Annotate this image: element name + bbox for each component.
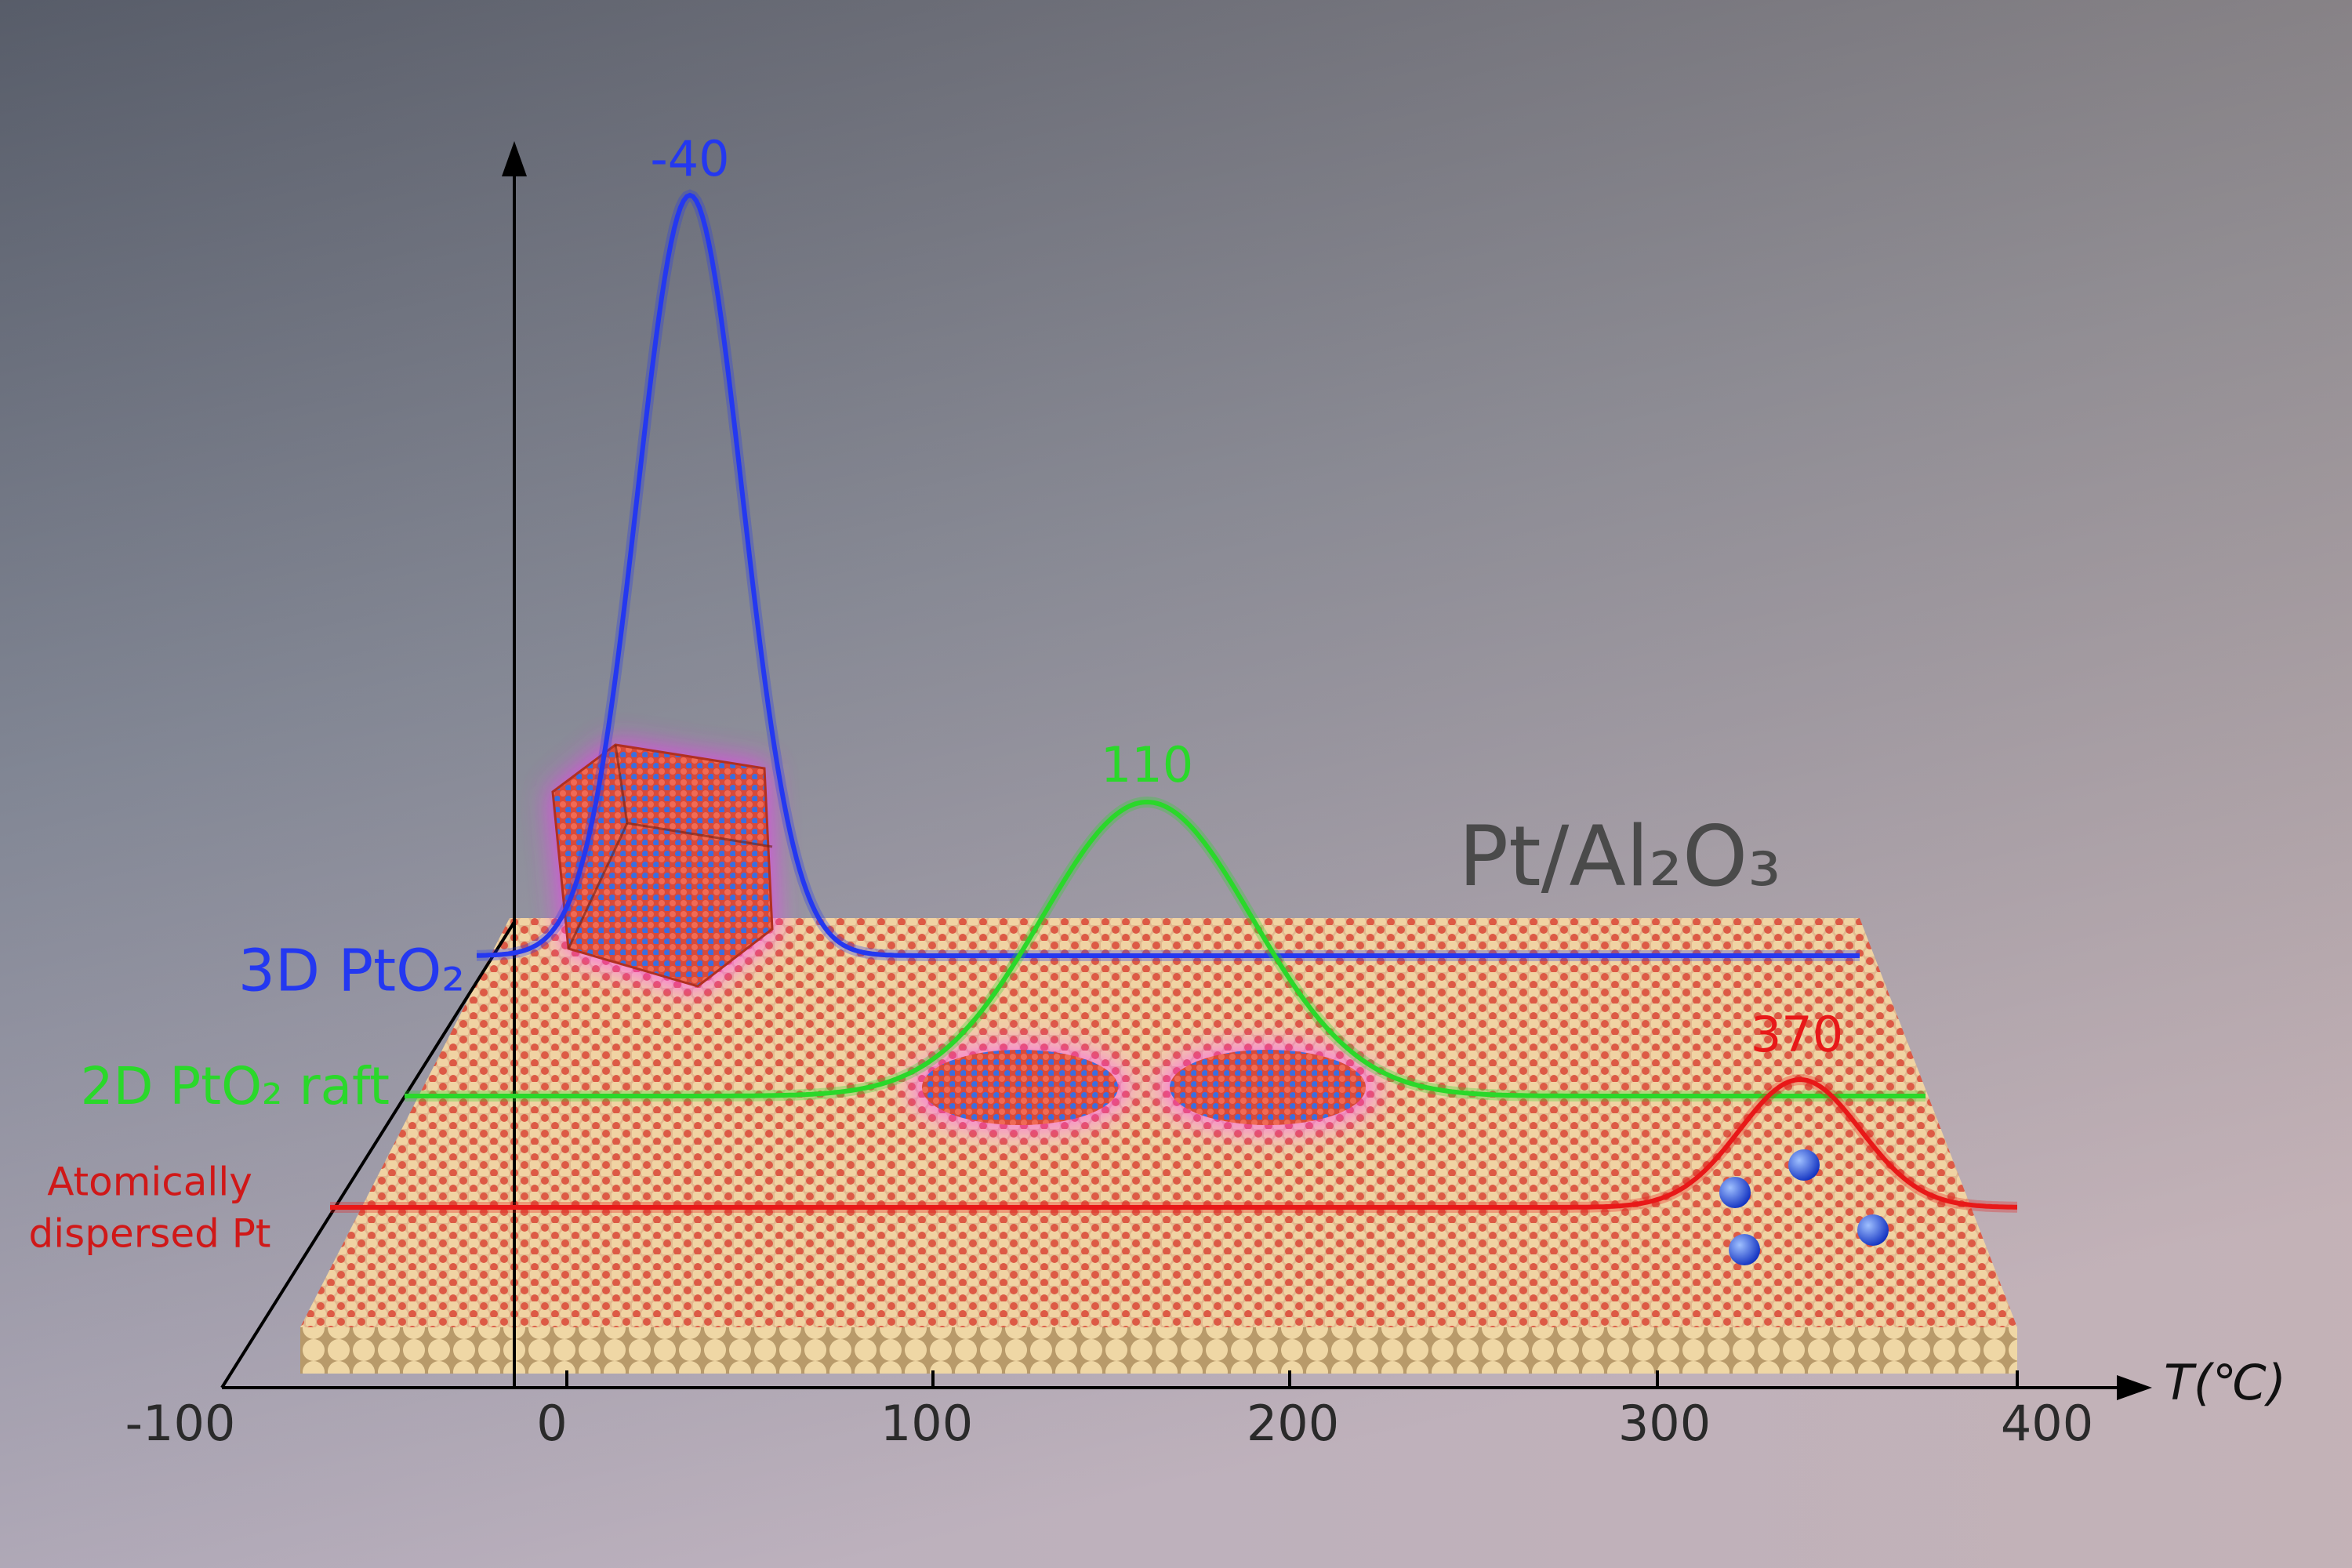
material-label: Pt/Al₂O₃ xyxy=(1458,808,1781,905)
series-label: dispersed Pt xyxy=(29,1211,271,1257)
x-tick-label: 100 xyxy=(880,1395,973,1452)
x-tick-label: 200 xyxy=(1247,1395,1339,1452)
x-axis-arrow xyxy=(2117,1375,2152,1400)
depth-axis xyxy=(220,920,516,1389)
slab-side xyxy=(300,1327,2017,1374)
x-tick-label: 0 xyxy=(536,1395,567,1452)
curve xyxy=(405,799,1926,1098)
slab-surface xyxy=(300,918,2017,1327)
series-label: Atomically xyxy=(47,1160,252,1205)
x-tick-label: -100 xyxy=(125,1395,236,1452)
series-label: 2D PtO₂ raft xyxy=(81,1056,390,1116)
single-atoms xyxy=(1719,1149,1889,1265)
curve xyxy=(477,192,1860,958)
series-label: 3D PtO₂ xyxy=(238,938,465,1005)
peak-label: -40 xyxy=(650,130,729,187)
x-tick-label: 300 xyxy=(1618,1395,1711,1452)
peak-label: 370 xyxy=(1751,1006,1843,1063)
3d-cluster xyxy=(549,741,776,992)
x-tick-label: 400 xyxy=(2001,1395,2093,1452)
x-axis-label: T(℃) xyxy=(2164,1354,2286,1411)
2d-rafts xyxy=(910,1044,1377,1131)
peak-label: 110 xyxy=(1101,736,1193,793)
y-axis-arrow xyxy=(502,141,527,176)
curve xyxy=(330,1076,2017,1210)
